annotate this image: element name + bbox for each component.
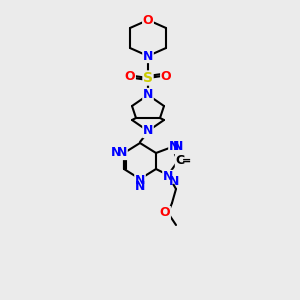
Text: N: N	[163, 170, 173, 184]
Text: N: N	[173, 140, 183, 154]
Text: N: N	[169, 175, 179, 188]
Text: N: N	[117, 146, 127, 160]
Text: O: O	[143, 14, 153, 26]
Text: N: N	[111, 146, 121, 160]
Text: O: O	[125, 70, 135, 83]
Text: N: N	[143, 88, 153, 101]
Text: S: S	[143, 71, 153, 85]
Text: =: =	[182, 156, 191, 166]
Text: N: N	[169, 140, 179, 154]
Text: O: O	[161, 70, 171, 83]
Text: N: N	[143, 50, 153, 62]
Text: N: N	[143, 124, 153, 137]
Text: O: O	[160, 206, 170, 220]
Text: C: C	[176, 154, 184, 167]
Text: N: N	[135, 180, 145, 193]
Text: N: N	[135, 175, 145, 188]
